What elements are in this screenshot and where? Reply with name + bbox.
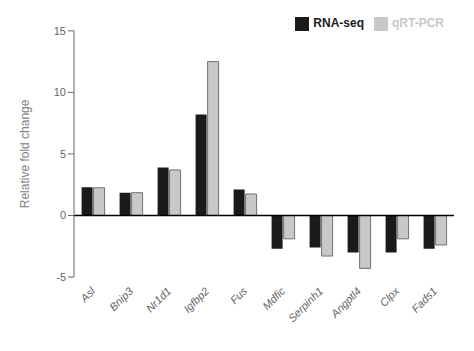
- svg-text:Bnip3: Bnip3: [107, 284, 136, 313]
- svg-text:15: 15: [54, 25, 66, 37]
- svg-text:Fads1: Fads1: [409, 285, 439, 315]
- html-text:qRT-PCR: qRT-PCR: [392, 16, 444, 30]
- svg-text:Igfbp2: Igfbp2: [181, 285, 211, 315]
- svg-text:Angptl4: Angptl4: [328, 285, 364, 321]
- svg-text:0: 0: [60, 209, 66, 221]
- html-text:RNA-seq: RNA-seq: [313, 16, 364, 30]
- svg-text:Serpinh1: Serpinh1: [286, 285, 326, 325]
- svg-text:Clpx: Clpx: [377, 284, 401, 308]
- svg-text:Relative fold change: Relative fold change: [18, 99, 32, 208]
- svg-text:Mdfic: Mdfic: [260, 284, 287, 311]
- svg-text:Nr1d1: Nr1d1: [144, 285, 174, 315]
- svg-text:-5: -5: [56, 271, 66, 283]
- svg-text:10: 10: [54, 86, 66, 98]
- svg-text:Asl: Asl: [77, 284, 97, 304]
- svg-text:5: 5: [60, 148, 66, 160]
- svg-text:Fus: Fus: [228, 284, 250, 306]
